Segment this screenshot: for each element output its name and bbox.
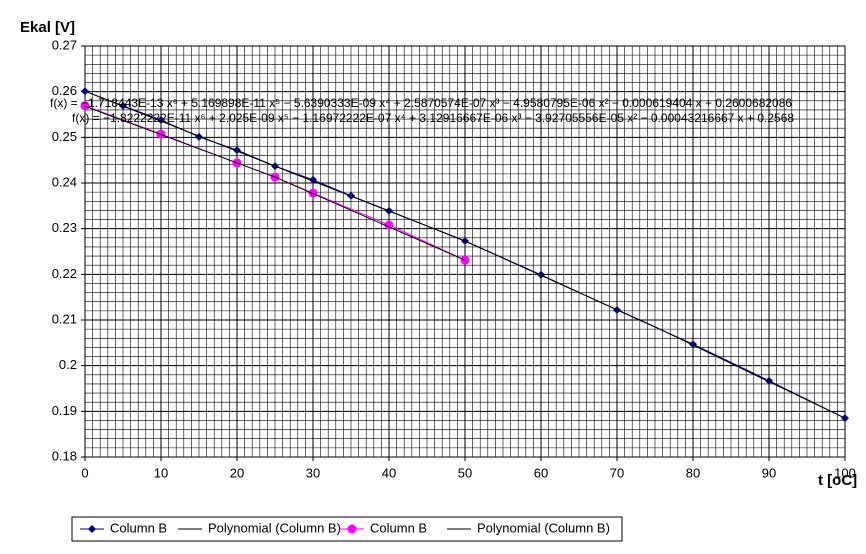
trend-line — [84, 105, 466, 261]
x-tick-label: 40 — [382, 465, 396, 480]
x-tick-label: 30 — [306, 465, 320, 480]
x-tick-label: 80 — [686, 465, 700, 480]
legend-label: Polynomial (Column B) — [208, 520, 341, 535]
y-tick-label: 0.2 — [59, 357, 77, 372]
trend-equation: f(x) = −1.8222222E-11 x⁶ + 2.025E-09 x⁵ … — [72, 111, 794, 125]
x-tick-label: 20 — [230, 465, 244, 480]
x-tick-label: 10 — [154, 465, 168, 480]
y-tick-label: 0.25 — [52, 129, 77, 144]
marker — [347, 524, 357, 534]
marker — [308, 188, 318, 198]
marker — [88, 525, 96, 533]
legend-label: Polynomial (Column B) — [477, 520, 610, 535]
legend-box — [71, 516, 623, 542]
trend-equation: f(x) = −1.718443E-13 x⁶ + 5.169898E-11 x… — [50, 96, 792, 110]
y-tick-label: 0.18 — [52, 448, 77, 463]
legend-label: Column B — [110, 520, 167, 535]
x-axis-title: t [oC] — [818, 472, 857, 489]
legend-label: Column B — [370, 520, 427, 535]
trend-line — [84, 90, 846, 419]
y-tick-label: 0.22 — [52, 266, 77, 281]
y-tick-label: 0.27 — [52, 37, 77, 52]
x-tick-label: 100 — [834, 465, 856, 480]
marker — [384, 220, 394, 230]
x-tick-label: 90 — [762, 465, 776, 480]
y-tick-label: 0.23 — [52, 220, 77, 235]
x-tick-label: 60 — [534, 465, 548, 480]
plot-border — [84, 45, 846, 458]
y-tick-label: 0.19 — [52, 403, 77, 418]
y-tick-label: 0.24 — [52, 174, 77, 189]
x-tick-label: 0 — [81, 465, 88, 480]
marker — [80, 101, 90, 111]
y-tick-label: 0.26 — [52, 83, 77, 98]
y-axis-title: Ekal [V] — [20, 19, 75, 36]
x-tick-label: 70 — [610, 465, 624, 480]
y-tick-label: 0.21 — [52, 311, 77, 326]
x-tick-label: 50 — [458, 465, 472, 480]
